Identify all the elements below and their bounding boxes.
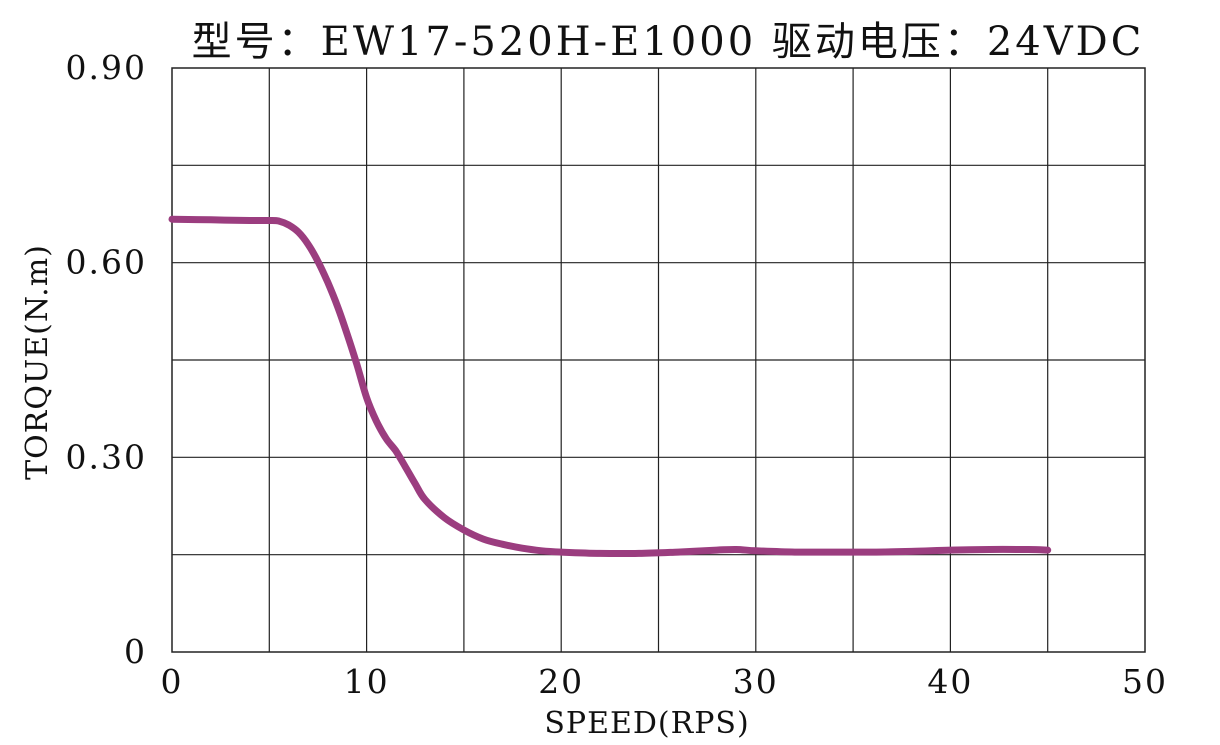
x-tick-label: 20: [538, 662, 584, 701]
y-tick-label: 0: [124, 632, 147, 671]
x-tick-label: 30: [733, 662, 779, 701]
plot-frame: [171, 67, 1146, 653]
torque-curve: [168, 215, 1052, 558]
y-tick-label: 0.60: [66, 243, 147, 282]
x-tick-label: 40: [927, 662, 973, 701]
y-tick-labels: 0 0.30 0.60 0.90: [66, 48, 147, 671]
chart-title: 型号：EW17-520H-E1000 驱动电压：24VDC: [192, 19, 1145, 65]
x-axis-label: SPEED(RPS): [544, 706, 749, 741]
grid: [172, 68, 1145, 652]
y-tick-label: 0.90: [66, 48, 147, 87]
x-tick-label: 50: [1122, 662, 1168, 701]
y-tick-label: 0.30: [66, 437, 147, 476]
x-tick-labels: 0 10 20 30 40 50: [161, 662, 1168, 701]
x-tick-label: 10: [344, 662, 390, 701]
x-tick-label: 0: [161, 662, 184, 701]
y-axis-label: TORQUE(N.m): [20, 244, 55, 480]
